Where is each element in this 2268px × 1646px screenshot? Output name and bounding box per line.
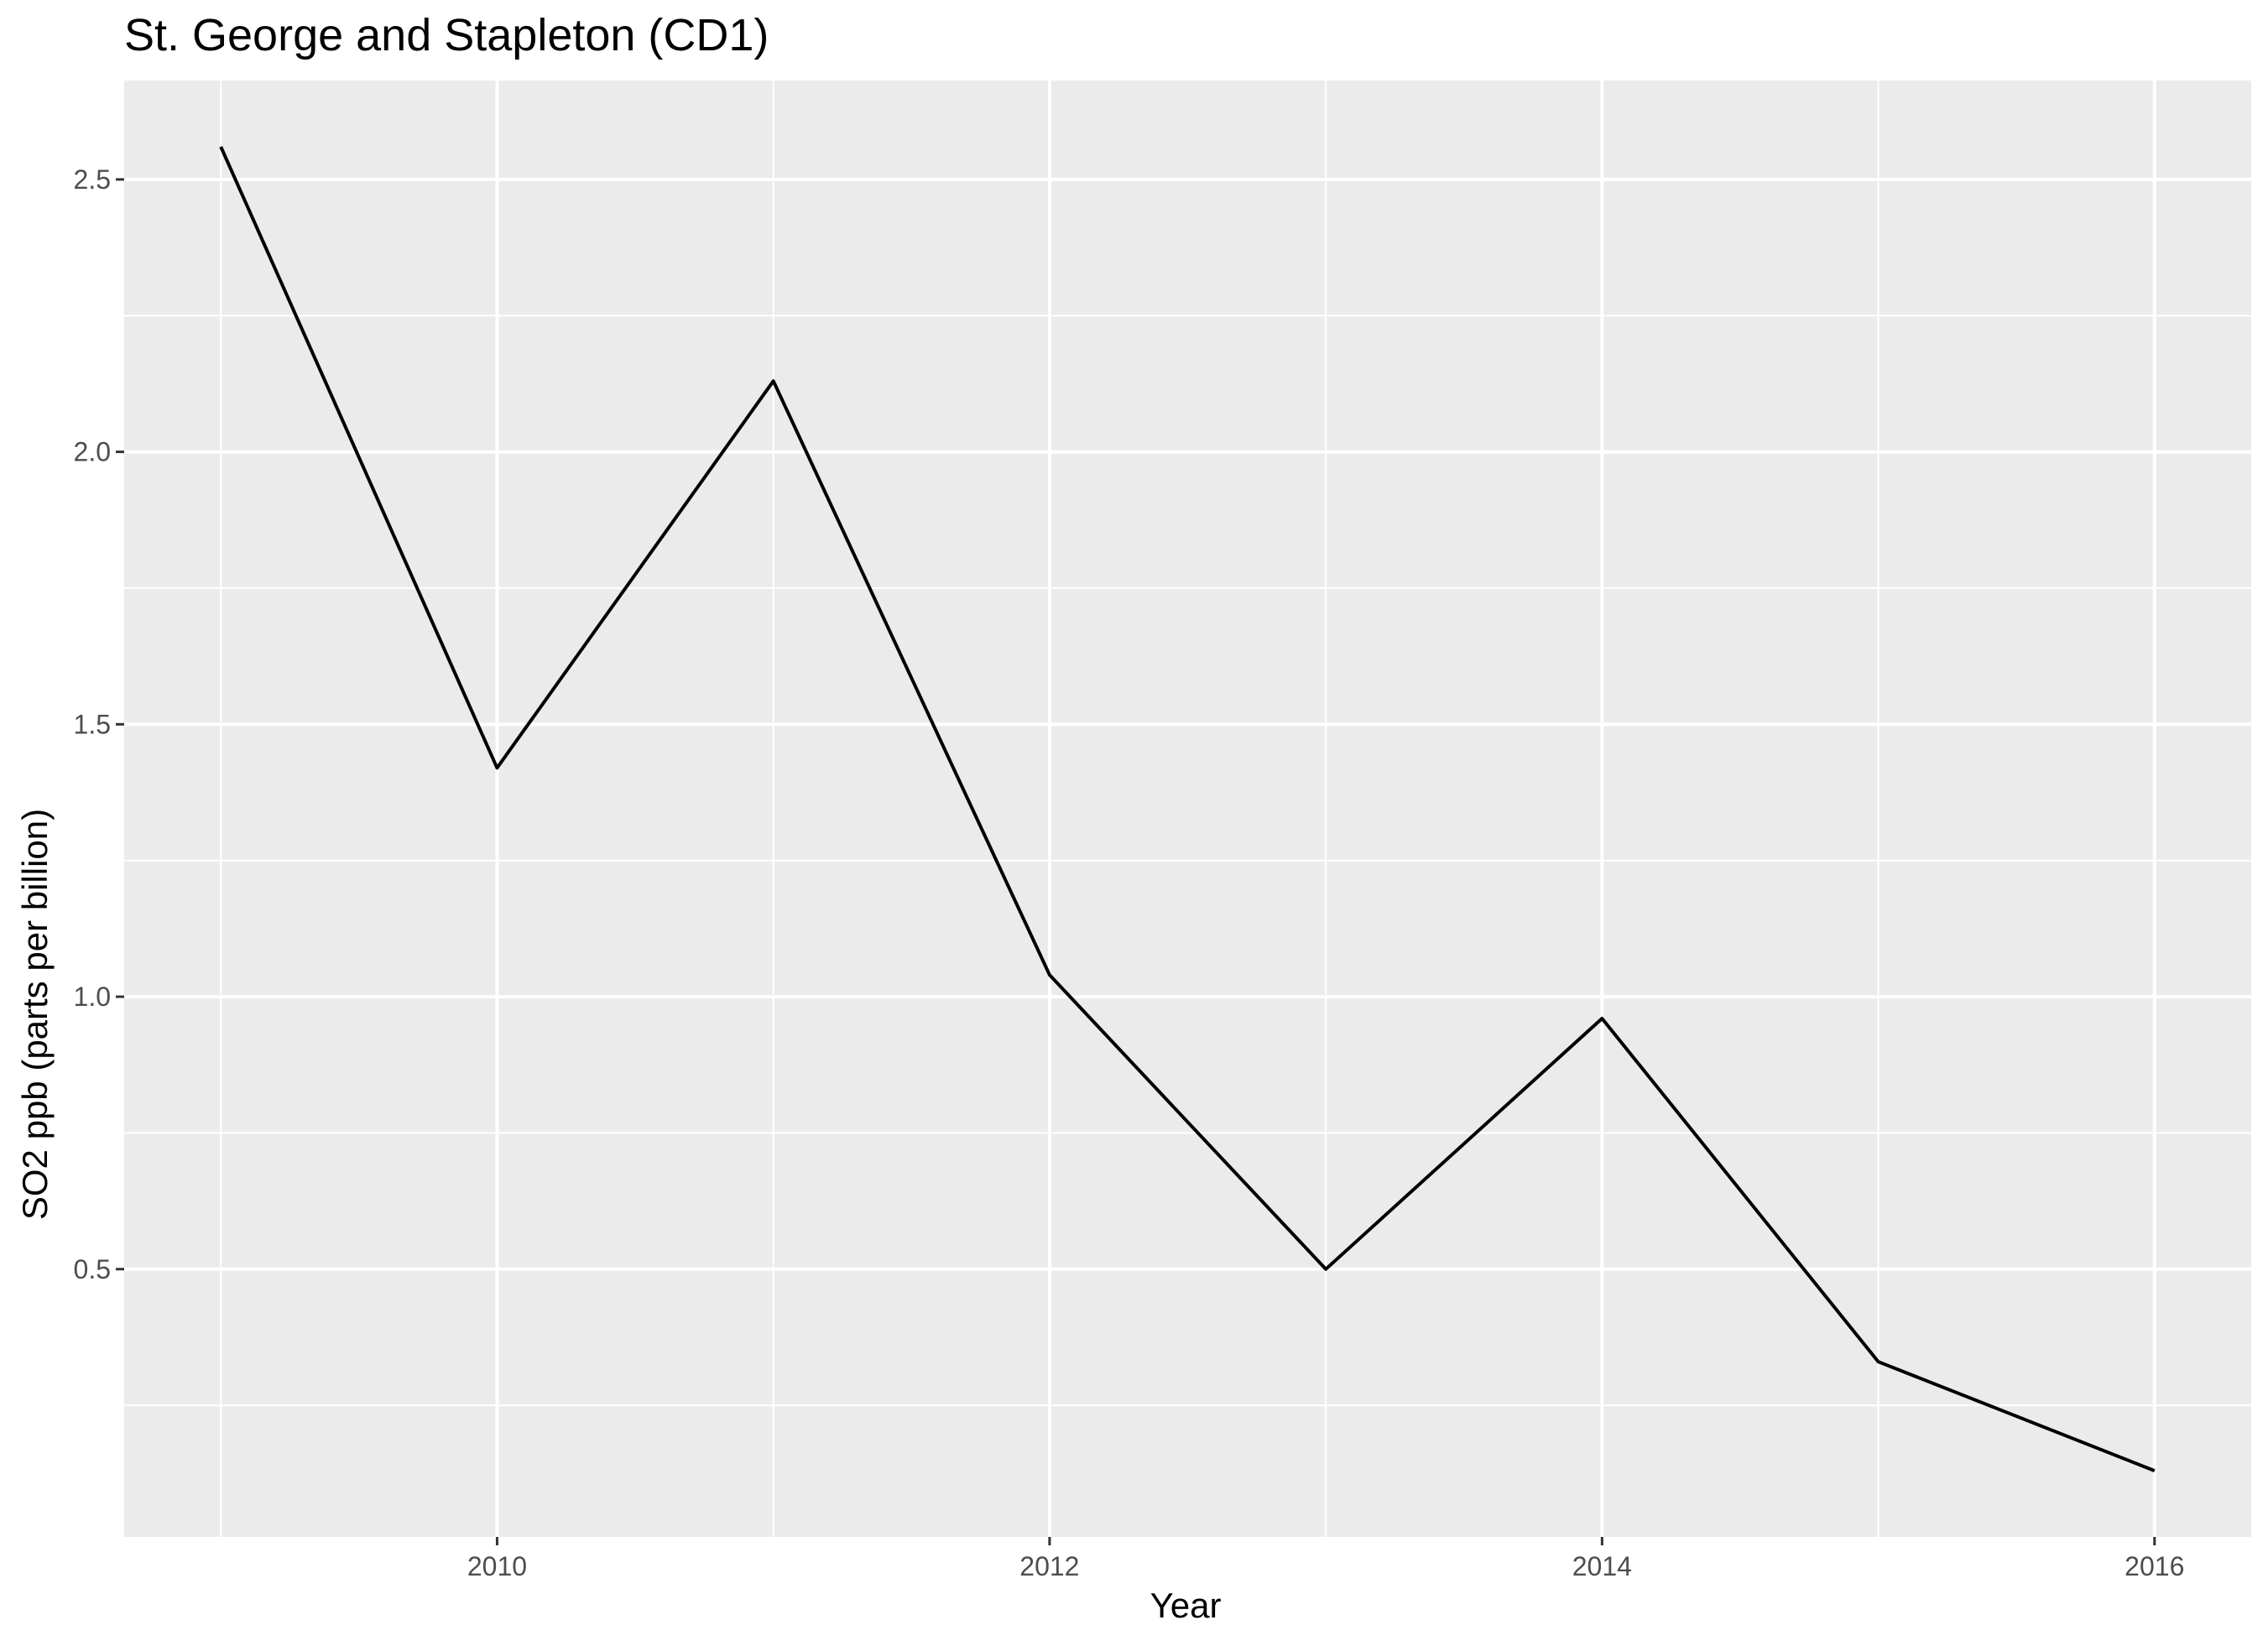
x-tick-label: 2010 [467,1551,527,1581]
x-axis: 2010 2012 2014 2016 [467,1537,2184,1581]
x-tick-label: 2012 [1019,1551,1079,1581]
y-axis: 0.5 1.0 1.5 2.0 2.5 [74,164,124,1284]
minor-gridlines [124,81,2251,1537]
series-line [219,146,2156,1472]
plot-panel [124,81,2251,1537]
x-tick-label: 2014 [1572,1551,1632,1581]
y-tick-label: 2.0 [74,437,111,467]
y-tick-label: 1.0 [74,982,111,1012]
y-tick-label: 0.5 [74,1254,111,1284]
series-layer [219,146,2156,1472]
y-axis-label: SO2 ppb (parts per billion) [15,809,55,1220]
x-axis-label: Year [1150,1586,1222,1625]
y-tick-label: 2.5 [74,164,111,195]
y-tick-label: 1.5 [74,709,111,739]
x-tick-label: 2016 [2125,1551,2184,1581]
chart-title: St. George and Stapleton (CD1) [124,10,769,60]
